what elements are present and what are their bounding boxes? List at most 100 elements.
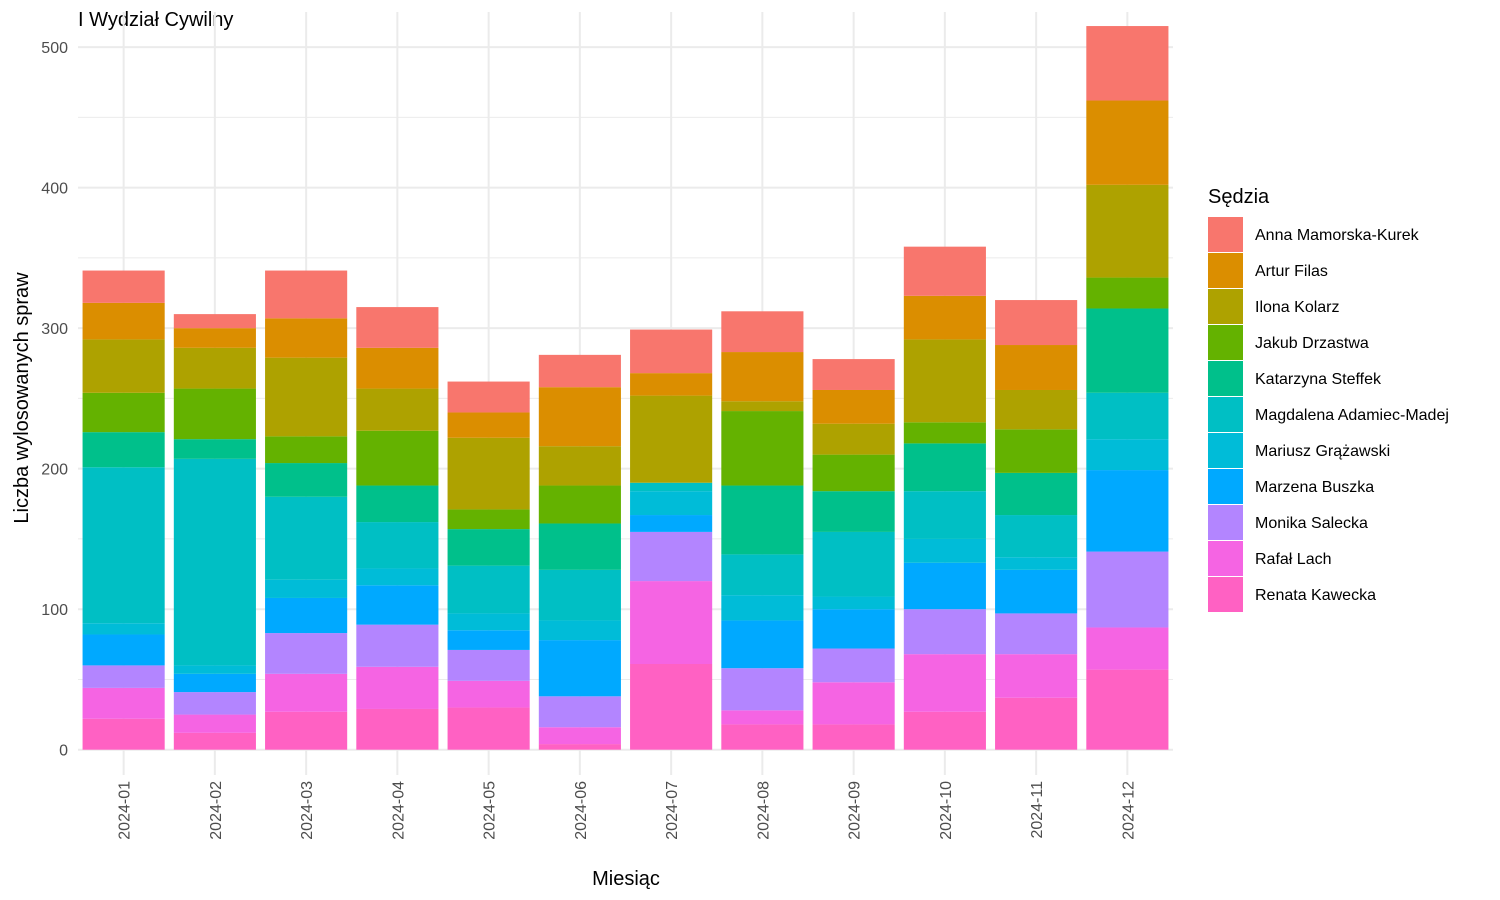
bar-segment-renata-kawecka-2024-08 [721,724,804,750]
bar-segment-jakub-drzastwa-2024-10 [903,422,986,444]
bar-segment-katarzyna-steffek-2024-05 [447,529,530,566]
chart-title: I Wydział Cywilny [78,9,233,31]
bar-segment-mariusz-grazawski-2024-03 [265,579,348,598]
legend-swatch [1208,541,1243,576]
bar-segment-magdalena-adamiec-madej-2024-01 [82,467,165,624]
bar-segment-jakub-drzastwa-2024-09 [812,454,895,492]
y-axis-ticks: 0 100 200 300 400 500 [41,40,68,760]
bar-segment-magdalena-adamiec-madej-2024-06 [538,569,621,621]
legend-swatch [1208,289,1243,324]
legend-swatch [1208,217,1243,252]
bar-segment-magdalena-adamiec-madej-2024-02 [173,458,256,666]
bar-segment-rafal-lach-2024-01 [82,687,165,719]
legend-swatch [1208,253,1243,288]
x-tick-label: 2024-12 [1120,781,1137,840]
bar-segment-anna-mamorska-kurek-2024-10 [903,246,986,296]
bar-segment-ilona-kolarz-2024-04 [356,388,439,431]
y-tick-label: 100 [41,602,68,619]
bar-segment-ilona-kolarz-2024-10 [903,339,986,423]
bar-segment-monika-salecka-2024-03 [265,633,348,674]
bar-segment-magdalena-adamiec-madej-2024-05 [447,565,530,614]
bar-segment-anna-mamorska-kurek-2024-01 [82,270,165,303]
bar-segment-ilona-kolarz-2024-08 [721,401,804,412]
bar-segment-marzena-buszka-2024-10 [903,562,986,610]
bar-segment-ilona-kolarz-2024-12 [1086,184,1169,278]
bar-segment-marzena-buszka-2024-07 [630,515,713,532]
bar-segment-magdalena-adamiec-madej-2024-04 [356,522,439,569]
bar-segment-marzena-buszka-2024-11 [995,569,1078,614]
bar-segment-ilona-kolarz-2024-02 [173,347,256,389]
bar-segment-renata-kawecka-2024-04 [356,708,439,750]
legend-label: Mariusz Grążawski [1255,443,1390,460]
bar-segment-mariusz-grazawski-2024-07 [630,491,713,516]
bar-segment-artur-filas-2024-06 [538,387,621,447]
legend-item-ilona-kolarz: Ilona Kolarz [1208,289,1340,324]
bar-segment-mariusz-grazawski-2024-01 [82,623,165,635]
legend-label: Jakub Drzastwa [1255,335,1369,352]
legend-item-rafal-lach: Rafał Lach [1208,541,1332,576]
x-tick-label: 2024-10 [938,781,955,840]
bar-segment-magdalena-adamiec-madej-2024-08 [721,554,804,596]
bar-segment-artur-filas-2024-07 [630,373,713,396]
bar-segment-magdalena-adamiec-madej-2024-10 [903,491,986,539]
bar-segment-marzena-buszka-2024-09 [812,609,895,649]
legend-swatch [1208,397,1243,432]
bar-segment-jakub-drzastwa-2024-01 [82,392,165,433]
bar-segment-monika-salecka-2024-08 [721,668,804,711]
bar-segment-renata-kawecka-2024-05 [447,707,530,750]
bar-segment-katarzyna-steffek-2024-03 [265,463,348,497]
x-tick-label: 2024-01 [117,781,134,840]
x-tick-label: 2024-04 [390,781,407,840]
bars-layer [82,26,1169,750]
legend-label: Renata Kawecka [1255,587,1376,604]
bar-segment-magdalena-adamiec-madej-2024-03 [265,496,348,580]
bar-segment-mariusz-grazawski-2024-02 [173,665,256,674]
legend-swatch [1208,469,1243,504]
bar-segment-monika-salecka-2024-05 [447,649,530,681]
bar-segment-marzena-buszka-2024-12 [1086,470,1169,552]
bar-segment-artur-filas-2024-02 [173,328,256,348]
bar-segment-rafal-lach-2024-07 [630,581,713,664]
bar-segment-mariusz-grazawski-2024-11 [995,557,1078,570]
bar-segment-jakub-drzastwa-2024-02 [173,388,256,440]
bar-segment-anna-mamorska-kurek-2024-03 [265,270,348,319]
bar-segment-renata-kawecka-2024-03 [265,711,348,750]
bar-segment-magdalena-adamiec-madej-2024-07 [630,482,713,492]
bar-segment-rafal-lach-2024-04 [356,666,439,709]
y-tick-label: 300 [41,321,68,338]
bar-segment-anna-mamorska-kurek-2024-11 [995,300,1078,346]
bar-segment-rafal-lach-2024-12 [1086,627,1169,670]
bar-segment-monika-salecka-2024-11 [995,613,1078,655]
bar-segment-katarzyna-steffek-2024-02 [173,439,256,459]
x-tick-label: 2024-05 [482,781,499,840]
bar-segment-marzena-buszka-2024-08 [721,620,804,669]
legend-item-mariusz-grazawski: Mariusz Grążawski [1208,433,1390,468]
bar-segment-monika-salecka-2024-04 [356,624,439,667]
legend: Sędzia Anna Mamorska-Kurek Artur Filas Ilo… [1208,186,1449,612]
x-tick-label: 2024-02 [208,781,225,840]
bar-segment-monika-salecka-2024-06 [538,696,621,728]
bar-segment-rafal-lach-2024-03 [265,673,348,712]
bar-segment-artur-filas-2024-11 [995,345,1078,390]
bar-segment-marzena-buszka-2024-02 [173,673,256,693]
x-tick-label: 2024-11 [1029,781,1046,839]
bar-segment-marzena-buszka-2024-06 [538,640,621,697]
bar-segment-renata-kawecka-2024-07 [630,663,713,750]
x-axis-ticks: 2024-01 2024-02 2024-03 2024-04 2024-05 2024-… [117,781,1138,840]
bar-segment-mariusz-grazawski-2024-10 [903,538,986,563]
legend-label: Monika Salecka [1255,515,1368,532]
bar-segment-ilona-kolarz-2024-09 [812,423,895,455]
bar-segment-ilona-kolarz-2024-05 [447,437,530,510]
legend-item-renata-kawecka: Renata Kawecka [1208,577,1376,612]
bar-segment-magdalena-adamiec-madej-2024-12 [1086,392,1169,440]
bar-segment-artur-filas-2024-03 [265,318,348,358]
legend-item-marzena-buszka: Marzena Buszka [1208,469,1374,504]
legend-label: Artur Filas [1255,263,1328,280]
bar-segment-katarzyna-steffek-2024-08 [721,485,804,555]
bar-segment-monika-salecka-2024-10 [903,609,986,655]
bar-segment-artur-filas-2024-04 [356,347,439,389]
bar-segment-rafal-lach-2024-05 [447,680,530,708]
bar-segment-jakub-drzastwa-2024-08 [721,411,804,486]
bar-segment-anna-mamorska-kurek-2024-09 [812,359,895,390]
bar-segment-monika-salecka-2024-02 [173,692,256,715]
